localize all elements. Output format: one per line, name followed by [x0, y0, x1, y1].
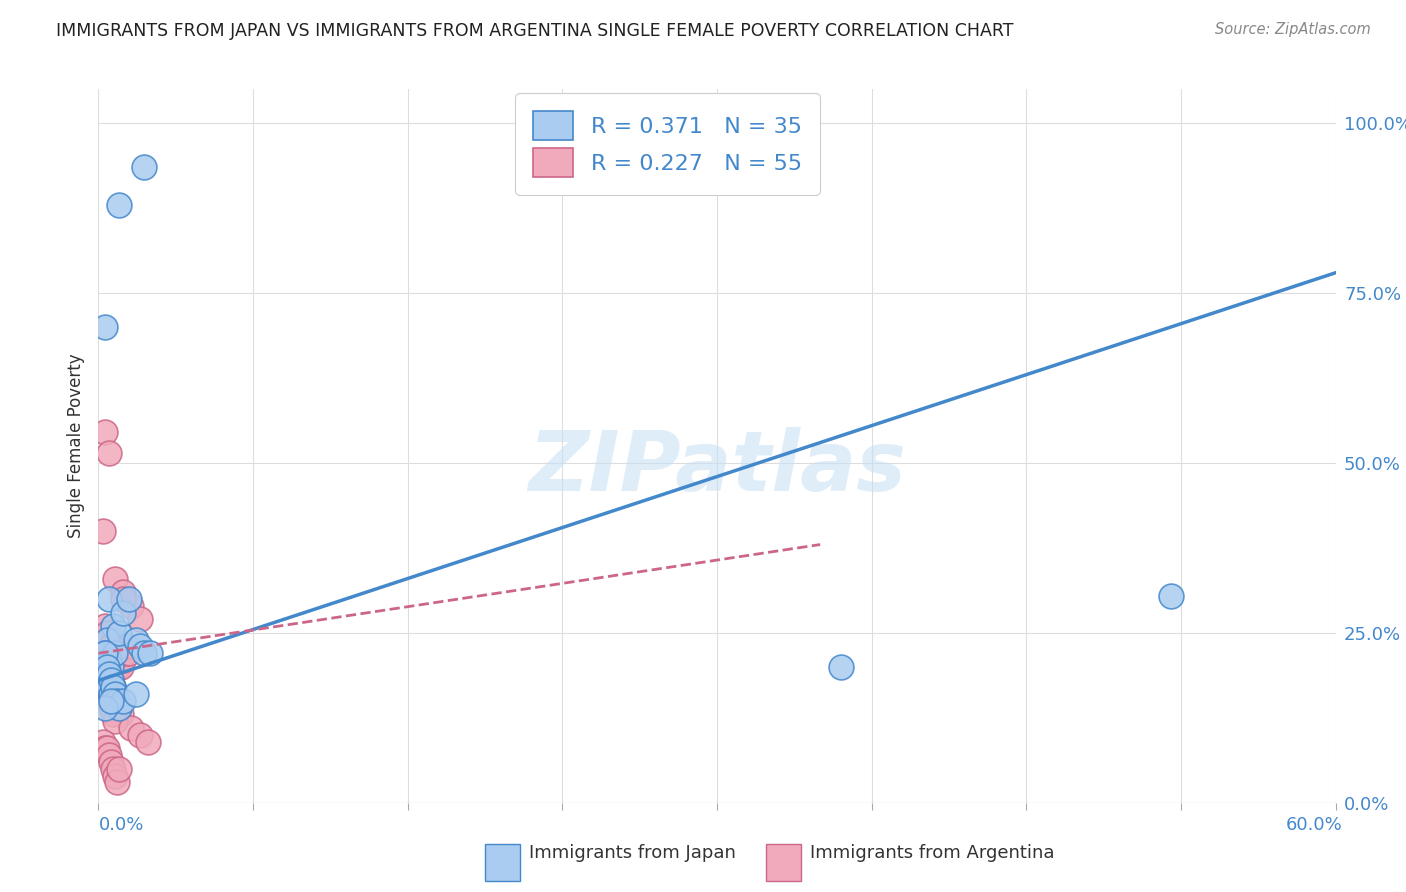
Point: [93, 653, 115, 667]
Point: [124, 687, 146, 701]
Point: [96, 632, 118, 647]
Point: [97, 666, 120, 681]
Point: [97, 694, 120, 708]
Legend: R = 0.371   N = 35, R = 0.227   N = 55: R = 0.371 N = 35, R = 0.227 N = 55: [516, 93, 820, 194]
Point: [91, 524, 114, 538]
Point: [93, 619, 115, 633]
Point: [97, 591, 120, 606]
Point: [89, 646, 111, 660]
Point: [136, 734, 159, 748]
Point: [112, 591, 135, 606]
Point: [96, 741, 118, 756]
Text: Source: ZipAtlas.com: Source: ZipAtlas.com: [1215, 22, 1371, 37]
Point: [96, 660, 118, 674]
Point: [105, 694, 128, 708]
Point: [101, 619, 124, 633]
Point: [100, 755, 122, 769]
Point: [108, 626, 131, 640]
Point: [93, 646, 115, 660]
Point: [97, 632, 120, 647]
Point: [104, 769, 127, 783]
Point: [139, 646, 162, 660]
Point: [101, 680, 124, 694]
Point: [97, 653, 120, 667]
Point: [93, 320, 115, 334]
Point: [124, 632, 146, 647]
Point: [118, 591, 141, 606]
Point: [108, 700, 131, 714]
Point: [100, 673, 122, 688]
Point: [118, 646, 141, 660]
Point: [101, 646, 124, 660]
Point: [93, 700, 115, 714]
Point: [120, 721, 142, 735]
Point: [117, 640, 139, 654]
Point: [104, 572, 127, 586]
Point: [93, 646, 115, 660]
Point: [108, 660, 131, 674]
Point: [100, 673, 122, 688]
Point: [112, 585, 135, 599]
Point: [93, 680, 115, 694]
Point: [101, 680, 124, 694]
Point: [97, 748, 120, 763]
Point: [100, 694, 122, 708]
Point: [114, 646, 136, 660]
Text: Immigrants from Argentina: Immigrants from Argentina: [810, 844, 1054, 862]
Point: [110, 707, 132, 722]
Point: [110, 660, 132, 674]
Point: [93, 741, 115, 756]
Point: [104, 687, 127, 701]
Point: [108, 762, 131, 776]
Point: [100, 687, 122, 701]
Point: [100, 700, 122, 714]
Point: [91, 734, 114, 748]
Point: [93, 653, 115, 667]
Point: [132, 646, 155, 660]
Point: [96, 626, 118, 640]
Point: [97, 666, 120, 681]
Point: [100, 673, 122, 688]
Point: [100, 640, 122, 654]
Point: [104, 646, 127, 660]
Point: [104, 714, 127, 729]
Point: [91, 646, 114, 660]
Point: [104, 653, 127, 667]
Point: [96, 687, 118, 701]
Point: [128, 640, 150, 654]
Text: IMMIGRANTS FROM JAPAN VS IMMIGRANTS FROM ARGENTINA SINGLE FEMALE POVERTY CORRELA: IMMIGRANTS FROM JAPAN VS IMMIGRANTS FROM…: [56, 22, 1014, 40]
Point: [112, 606, 135, 620]
Point: [108, 198, 131, 212]
Point: [100, 660, 122, 674]
Point: [830, 660, 852, 674]
Point: [1160, 589, 1182, 603]
Point: [101, 707, 124, 722]
Point: [108, 700, 131, 714]
Point: [112, 694, 135, 708]
Point: [91, 646, 114, 660]
Point: [96, 660, 118, 674]
Point: [132, 161, 155, 175]
Point: [105, 660, 128, 674]
Point: [120, 599, 142, 613]
Point: [128, 728, 150, 742]
Point: [97, 680, 120, 694]
Point: [128, 612, 150, 626]
Point: [101, 680, 124, 694]
Text: ZIPatlas: ZIPatlas: [529, 427, 905, 508]
Text: 0.0%: 0.0%: [98, 816, 143, 834]
Point: [101, 762, 124, 776]
Text: 60.0%: 60.0%: [1286, 816, 1343, 834]
Point: [97, 446, 120, 460]
Point: [105, 775, 128, 789]
Point: [96, 666, 118, 681]
Text: Immigrants from Japan: Immigrants from Japan: [529, 844, 735, 862]
Point: [97, 666, 120, 681]
Y-axis label: Single Female Poverty: Single Female Poverty: [66, 354, 84, 538]
Point: [93, 425, 115, 440]
Point: [96, 660, 118, 674]
Point: [105, 694, 128, 708]
Point: [112, 653, 135, 667]
Point: [104, 687, 127, 701]
